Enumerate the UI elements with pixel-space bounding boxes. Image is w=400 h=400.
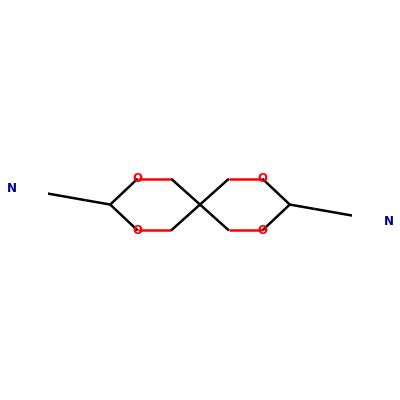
Text: N: N xyxy=(384,214,394,228)
Text: N: N xyxy=(6,182,16,195)
Text: O: O xyxy=(133,172,143,185)
Text: O: O xyxy=(133,224,143,237)
Text: O: O xyxy=(257,224,267,237)
Text: O: O xyxy=(257,172,267,185)
